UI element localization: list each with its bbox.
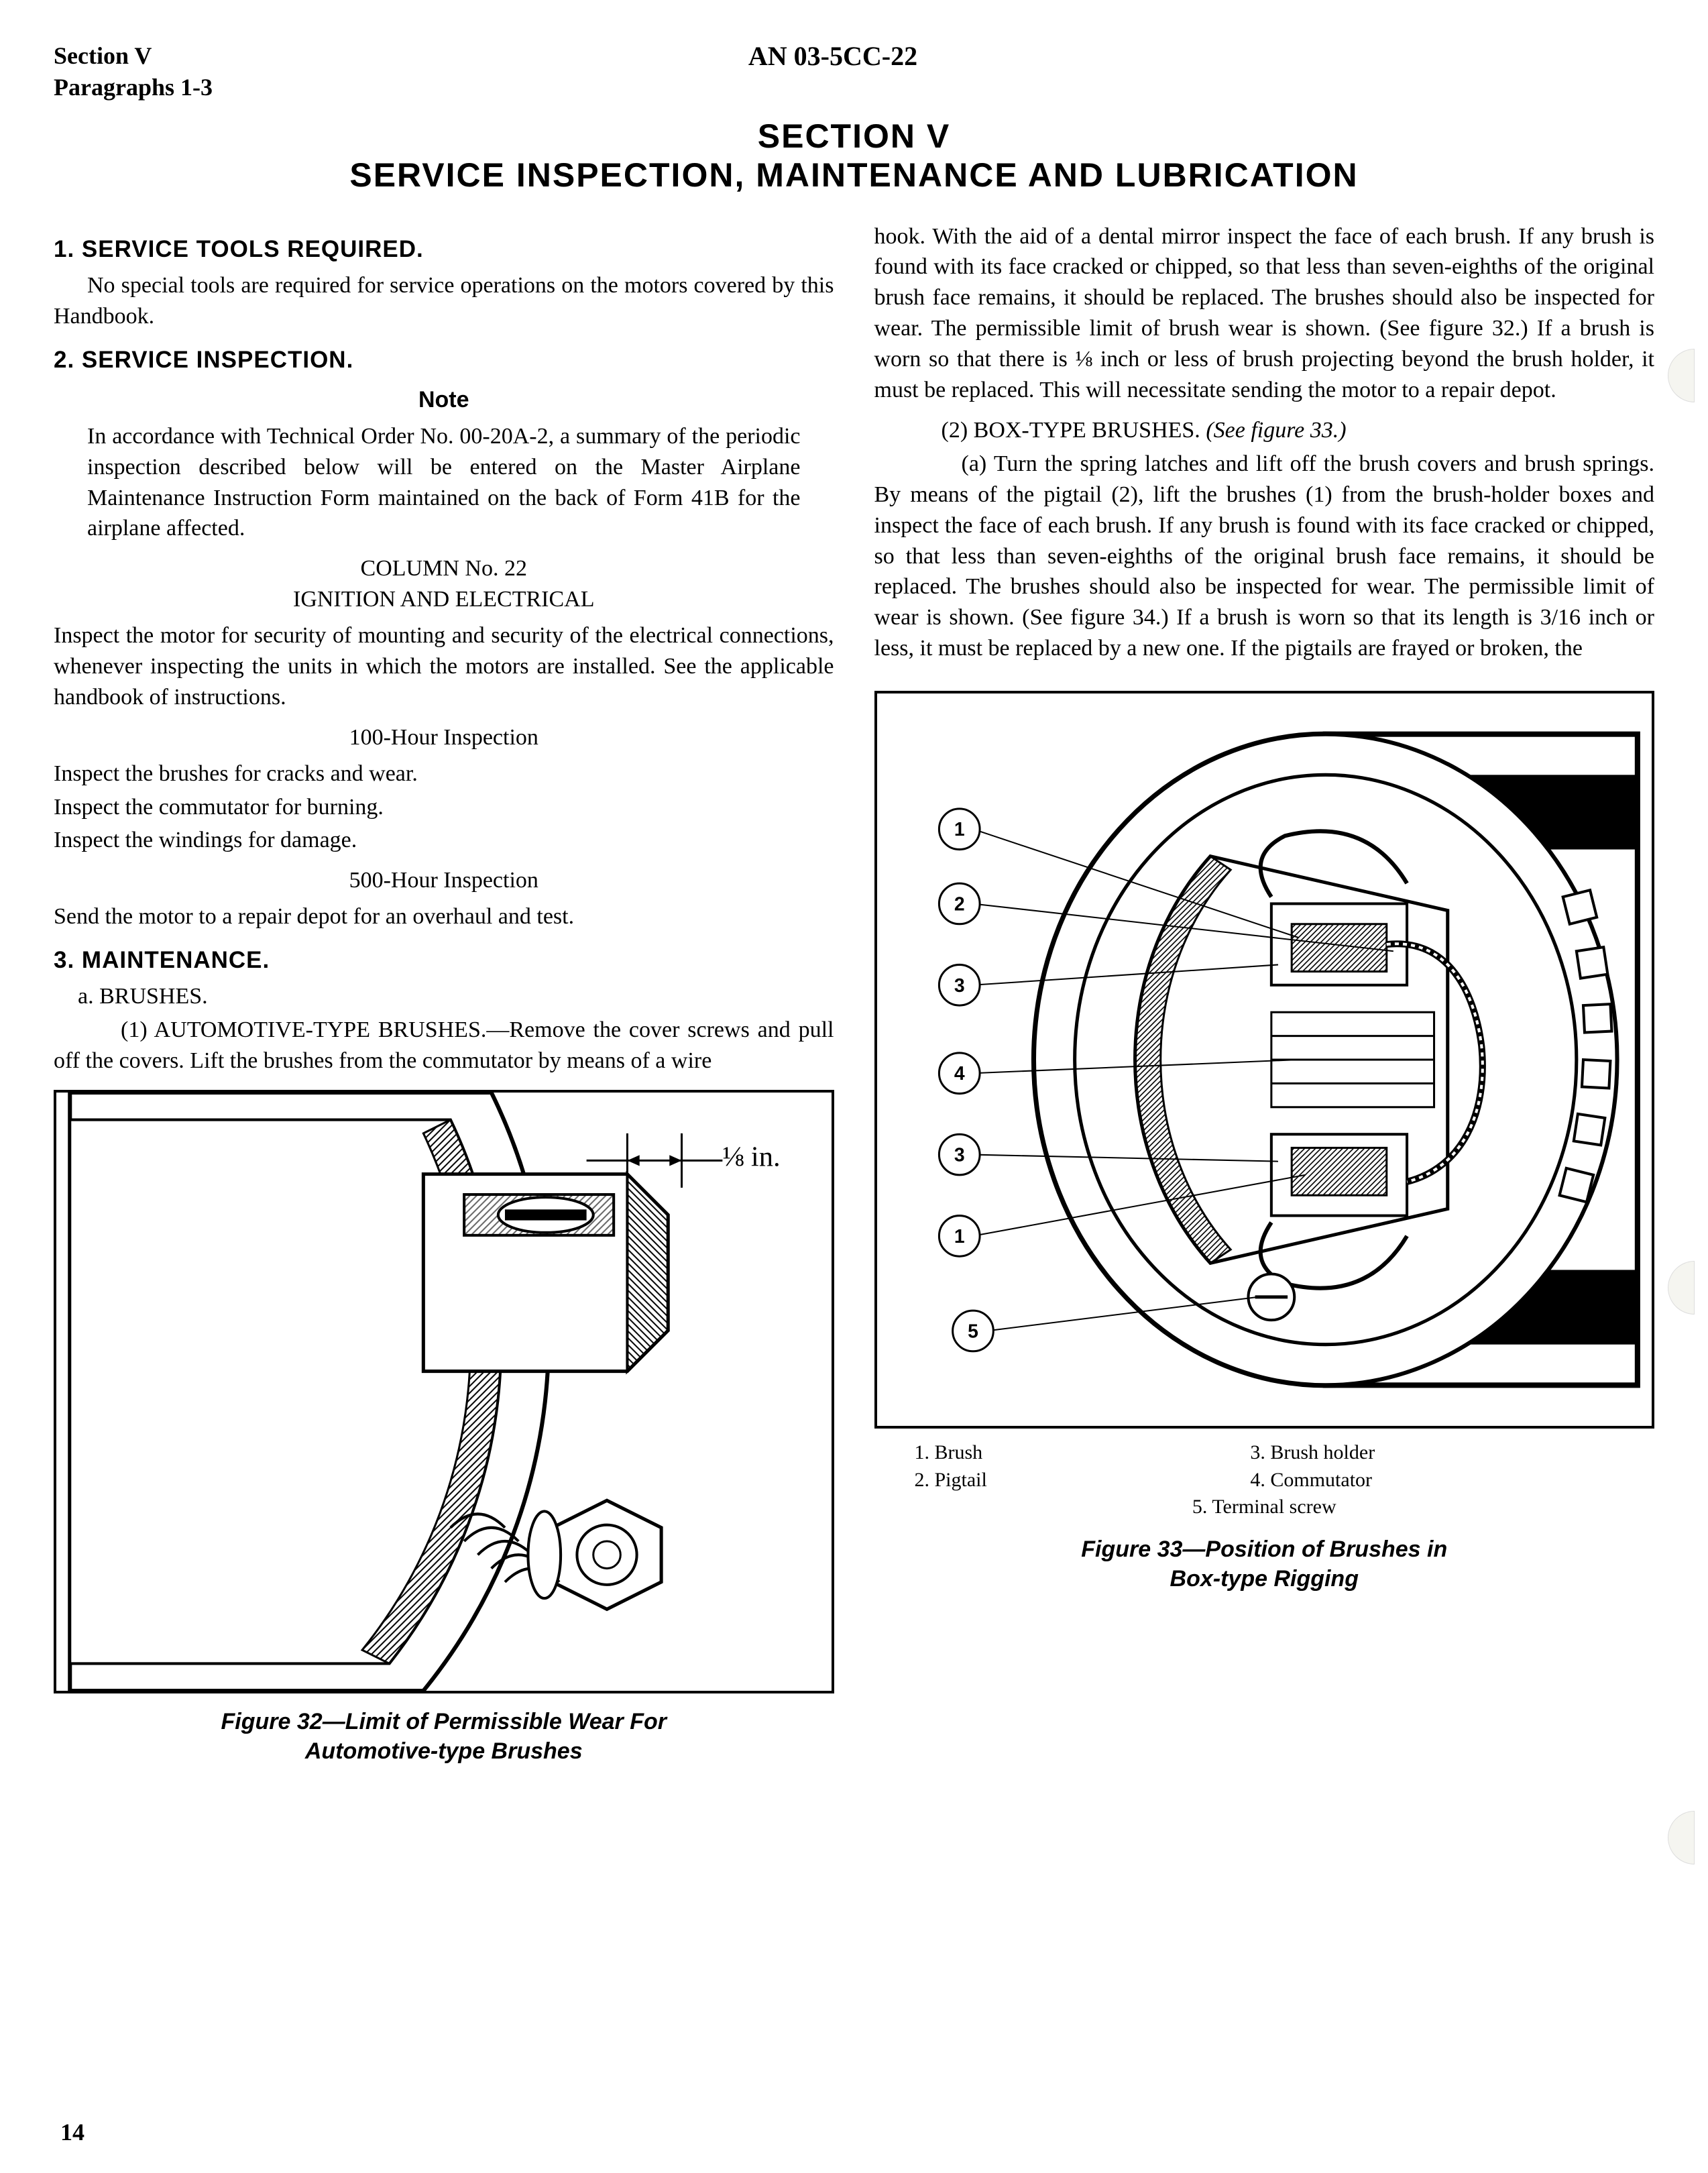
column-22-a: COLUMN No. 22 xyxy=(361,556,527,581)
para-tools: No special tools are required for servic… xyxy=(54,270,834,332)
figure-32: ⅛ in. xyxy=(54,1090,834,1693)
callout-3b: 3 xyxy=(954,1144,964,1166)
fig33-cap-b: Box-type Rigging xyxy=(1170,1566,1359,1592)
note-label: Note xyxy=(54,385,834,416)
heading-3a: a. BRUSHES. xyxy=(78,981,834,1012)
figure-32-svg: ⅛ in. xyxy=(56,1093,832,1691)
header-left: Section V Paragraphs 1-3 xyxy=(54,40,213,103)
insp-100-c: Inspect the windings for damage. xyxy=(54,825,834,856)
callout-5: 5 xyxy=(968,1321,978,1342)
callout-3a: 3 xyxy=(954,974,964,996)
para-3b-a: (a) Turn the spring latches and lift off… xyxy=(874,449,1655,664)
insp-100-label: 100-Hour Inspection xyxy=(54,722,834,753)
page-header: Section V Paragraphs 1-3 AN 03-5CC-22 xyxy=(54,40,1654,103)
figure-33-legend: 1. Brush 3. Brush holder 2. Pigtail 4. C… xyxy=(915,1439,1615,1521)
note-body: In accordance with Technical Order No. 0… xyxy=(87,421,801,545)
heading-3: 3. MAINTENANCE. xyxy=(54,944,834,976)
heading-1: 1. SERVICE TOOLS REQUIRED. xyxy=(54,233,834,265)
figure-33: 1 2 3 4 3 1 xyxy=(874,691,1655,1429)
page-number: 14 xyxy=(60,2118,84,2146)
insp-500-a: Send the motor to a repair depot for an … xyxy=(54,901,834,932)
figure-33-svg: 1 2 3 4 3 1 xyxy=(877,693,1652,1426)
insp-100-b: Inspect the commutator for burning. xyxy=(54,792,834,823)
column-22-b: IGNITION AND ELECTRICAL xyxy=(293,587,595,612)
insp-100-a: Inspect the brushes for cracks and wear. xyxy=(54,759,834,789)
legend-4: 4. Commutator xyxy=(1250,1467,1586,1494)
figure-33-caption: Figure 33—Position of Brushes in Box-typ… xyxy=(874,1535,1655,1594)
section-name: SERVICE INSPECTION, MAINTENANCE AND LUBR… xyxy=(54,156,1654,194)
section-label: Section V xyxy=(54,40,213,72)
insp-500-label: 500-Hour Inspection xyxy=(54,865,834,896)
para-3b-head: (2) BOX-TYPE BRUSHES. (See figure 33.) xyxy=(874,415,1655,446)
callout-1a: 1 xyxy=(954,818,964,840)
section-number: SECTION V xyxy=(54,117,1654,156)
fig33-cap-a: Figure 33—Position of Brushes in xyxy=(1081,1537,1447,1562)
para-inspect-motor: Inspect the motor for security of mounti… xyxy=(54,620,834,713)
legend-1: 1. Brush xyxy=(915,1439,1251,1467)
section-title: SECTION V SERVICE INSPECTION, MAINTENANC… xyxy=(54,117,1654,194)
para-3a-cont: hook. With the aid of a dental mirror in… xyxy=(874,221,1655,406)
dim-label: ⅛ in. xyxy=(722,1141,780,1173)
para-label: Paragraphs 1-3 xyxy=(54,72,213,103)
callout-4: 4 xyxy=(954,1062,964,1084)
para-3a-lead: (1) AUTOMOTIVE-TYPE BRUSHES.—Remove xyxy=(121,1017,585,1042)
legend-3: 3. Brush holder xyxy=(1250,1439,1586,1467)
figure-32-caption: Figure 32—Limit of Permissible Wear For … xyxy=(54,1707,834,1766)
para-3a: (1) AUTOMOTIVE-TYPE BRUSHES.—Remove the … xyxy=(54,1015,834,1076)
legend-2: 2. Pigtail xyxy=(915,1467,1251,1494)
legend-5: 5. Terminal screw xyxy=(915,1494,1615,1521)
fig32-cap-b: Automotive-type Brushes xyxy=(305,1738,583,1764)
callout-2: 2 xyxy=(954,893,964,915)
doc-number: AN 03-5CC-22 xyxy=(213,40,1453,72)
heading-2: 2. SERVICE INSPECTION. xyxy=(54,344,834,376)
callout-1b: 1 xyxy=(954,1225,964,1247)
column-22-heading: COLUMN No. 22 IGNITION AND ELECTRICAL xyxy=(54,553,834,615)
fig32-cap-a: Figure 32—Limit of Permissible Wear For xyxy=(221,1709,667,1734)
